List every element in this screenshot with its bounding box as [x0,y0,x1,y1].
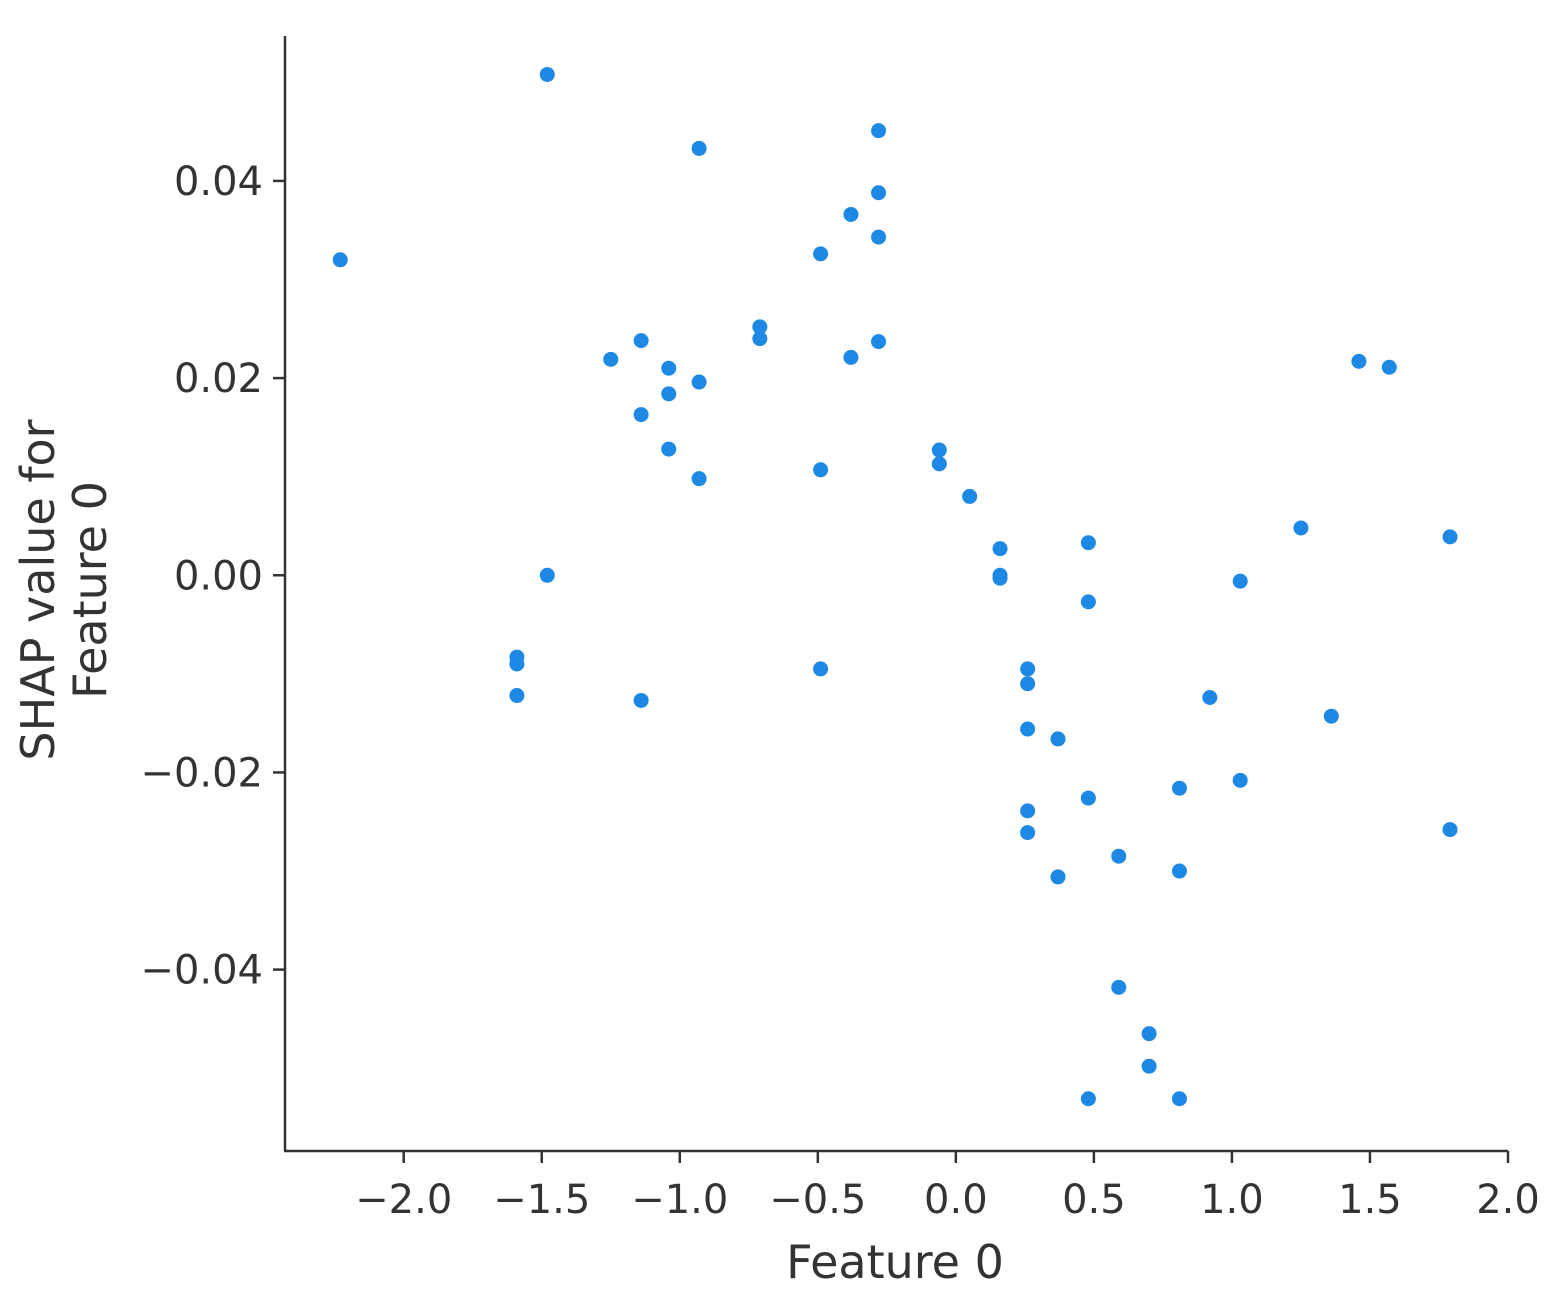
data-point [871,229,887,245]
data-point [992,570,1008,586]
data-point [691,471,707,487]
data-point [509,688,525,704]
data-point [1080,594,1096,610]
data-point [1141,1058,1157,1074]
data-point [332,252,348,268]
x-axis-label: Feature 0 [786,1235,1004,1289]
data-point [661,386,677,402]
data-point [633,692,649,708]
y-tick-label: −0.02 [140,750,263,796]
data-points [332,66,1458,1107]
data-point [539,66,555,82]
x-tick-label: 0.5 [1062,1177,1126,1223]
data-point [843,349,859,365]
data-point [1171,1091,1187,1107]
data-point [1442,822,1458,838]
data-point [691,140,707,156]
y-tick-label: −0.04 [140,948,263,994]
data-point [633,407,649,423]
data-point [1111,848,1127,864]
data-point [1020,803,1036,819]
data-point [992,541,1008,557]
data-point [1232,772,1248,788]
data-point [871,123,887,139]
x-tick-label: −0.5 [769,1177,866,1223]
x-tick-label: 1.5 [1338,1177,1402,1223]
data-point [1020,676,1036,692]
x-tick-label: 0.0 [924,1177,988,1223]
data-point [1171,780,1187,796]
y-tick-label: 0.04 [174,159,263,205]
data-point [931,442,947,458]
data-point [1381,359,1397,375]
y-axis-label: SHAP value for Feature 0 [11,419,117,760]
data-point [752,319,768,335]
data-point [813,462,829,478]
data-point [1020,825,1036,841]
data-point [1202,690,1218,706]
x-tick-label: −1.0 [631,1177,728,1223]
data-point [603,351,619,367]
x-tick-label: −2.0 [355,1177,452,1223]
data-point [661,360,677,376]
data-point [813,246,829,262]
y-axis-label-line-1: SHAP value for [11,419,65,760]
x-ticks: −2.0 −1.5 −1.0 −0.5 0.0 0.5 1.0 1.5 2.0 [355,1151,1540,1223]
y-tick-label: 0.02 [174,356,263,402]
data-point [1050,731,1066,747]
data-point [1111,979,1127,995]
data-point [871,334,887,350]
data-point [843,206,859,222]
data-point [1080,790,1096,806]
data-point [871,185,887,201]
data-point [509,656,525,672]
data-point [1232,573,1248,589]
data-point [1442,529,1458,545]
data-point [661,441,677,457]
x-tick-label: 2.0 [1476,1177,1540,1223]
data-point [1020,721,1036,737]
data-point [962,488,978,504]
data-point [1323,708,1339,724]
data-point [1080,535,1096,551]
data-point [1080,1091,1096,1107]
data-point [813,661,829,677]
data-point [752,331,768,347]
axes [283,36,1508,1153]
data-point [633,333,649,349]
data-point [539,567,555,583]
y-ticks: 0.04 0.02 0.00 −0.02 −0.04 [140,159,285,994]
x-tick-label: −1.5 [493,1177,590,1223]
x-tick-label: 1.0 [1200,1177,1264,1223]
data-point [931,456,947,472]
data-point [1351,353,1367,369]
y-axis-label-line-2: Feature 0 [63,481,117,699]
y-tick-label: 0.00 [174,553,263,599]
data-point [691,374,707,390]
data-point [1141,1026,1157,1042]
data-point [1171,863,1187,879]
data-point [1293,520,1309,536]
data-point [1020,661,1036,677]
data-point [1050,869,1066,885]
